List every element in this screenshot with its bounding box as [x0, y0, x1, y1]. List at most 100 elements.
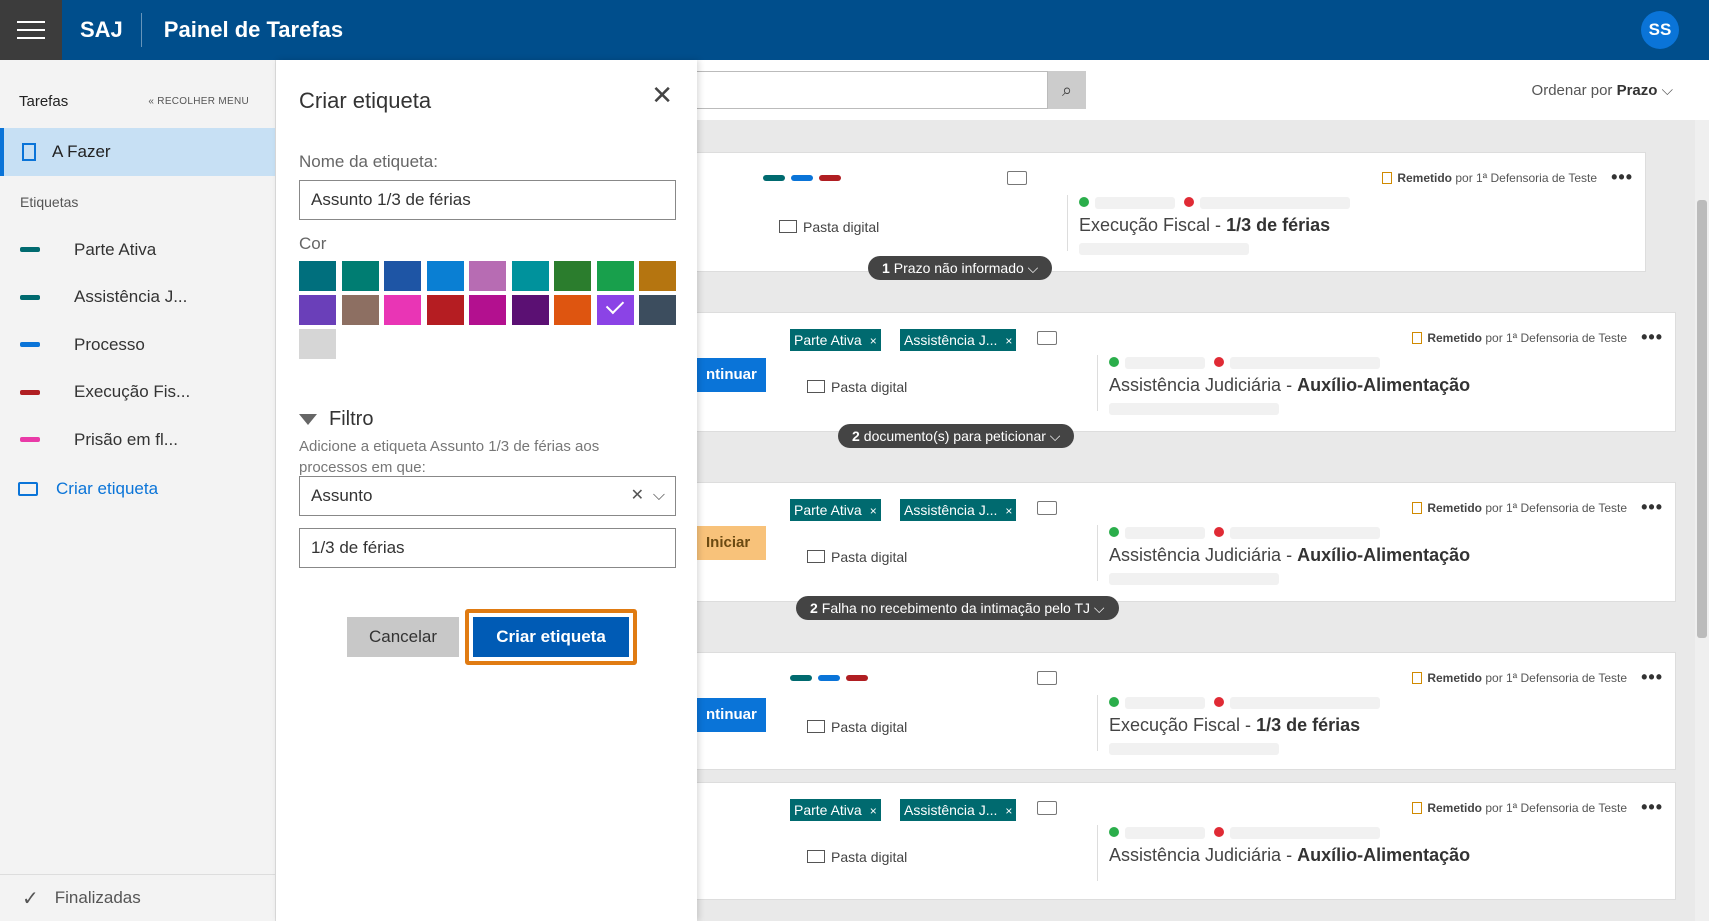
tag-color-bars: [790, 675, 868, 681]
create-tag-button-highlight: Criar etiqueta: [465, 609, 637, 665]
filter-field-select[interactable]: Assunto ✕ ⌵: [299, 476, 676, 516]
subject-text: Execução Fiscal - 1/3 de férias: [1079, 215, 1331, 235]
color-swatch[interactable]: [299, 261, 336, 291]
task-card[interactable]: Parte Ativa × Assistência J... × Remetido …: [696, 312, 1676, 432]
color-swatch[interactable]: [384, 261, 421, 291]
color-swatch[interactable]: [469, 295, 506, 325]
color-swatch[interactable]: [511, 261, 549, 291]
remetido-info: Remetido por 1ª Defensoria de Teste: [1412, 671, 1627, 685]
pasta-digital-link[interactable]: Pasta digital: [807, 849, 907, 865]
start-button[interactable]: Iniciar: [696, 526, 766, 560]
documents-pill[interactable]: 2 documento(s) para peticionar ⌵: [838, 424, 1075, 448]
color-swatch-selected[interactable]: [596, 295, 634, 325]
sidebar-tag-label: Parte Ativa: [74, 239, 157, 259]
color-swatch[interactable]: [639, 295, 676, 325]
cancel-button[interactable]: Cancelar: [347, 617, 459, 657]
folder-icon: [807, 550, 825, 563]
collapse-menu-button[interactable]: « RECOLHER MENU: [148, 95, 249, 107]
create-tag-button[interactable]: Criar etiqueta: [473, 617, 629, 657]
tag-chip[interactable]: Parte Ativa ×: [790, 499, 881, 521]
clear-and-chevron-icon[interactable]: ✕ ⌵: [630, 487, 665, 504]
tag-name-label: Nome da etiqueta:: [299, 152, 438, 171]
tag-chip[interactable]: Assistência J... ×: [900, 329, 1017, 351]
task-card[interactable]: Remetido por 1ª Defensoria de Teste ••• …: [696, 652, 1676, 770]
tag-color-bars: [763, 175, 841, 181]
minus-status-icon: [1214, 697, 1224, 707]
scrollbar[interactable]: [1695, 120, 1709, 921]
deadline-pill[interactable]: 1 Prazo não informado ⌵: [868, 256, 1053, 280]
more-options-icon[interactable]: •••: [1641, 497, 1663, 517]
color-swatch[interactable]: [299, 329, 336, 359]
chevron-down-icon: ⌵: [1661, 82, 1673, 99]
color-swatch[interactable]: [554, 261, 591, 291]
sidebar-section-label: Etiquetas: [20, 194, 79, 210]
color-swatch[interactable]: [341, 261, 379, 291]
more-options-icon[interactable]: •••: [1611, 167, 1633, 187]
document-icon: [1382, 172, 1393, 184]
remetido-info: Remetido por 1ª Defensoria de Teste: [1412, 801, 1627, 815]
create-tag-link[interactable]: Criar etiqueta: [0, 464, 275, 514]
color-swatch[interactable]: [341, 295, 379, 325]
tag-name-input[interactable]: Assunto 1/3 de férias: [299, 180, 676, 220]
sidebar-tag-label: Execução Fis...: [74, 382, 191, 402]
app-name[interactable]: SAJ: [80, 13, 142, 47]
plus-status-icon: [1109, 697, 1119, 707]
color-swatch[interactable]: [426, 261, 464, 291]
tag-chip[interactable]: Assistência J... ×: [900, 799, 1017, 821]
failure-pill[interactable]: 2 Falha no recebimento da intimação pelo …: [796, 596, 1119, 620]
pasta-digital-link[interactable]: Pasta digital: [807, 549, 907, 565]
color-swatch[interactable]: [639, 261, 676, 291]
more-options-icon[interactable]: •••: [1641, 797, 1663, 817]
color-swatch[interactable]: [384, 295, 421, 325]
continue-button[interactable]: ntinuar: [696, 698, 766, 732]
scroll-thumb[interactable]: [1697, 200, 1707, 638]
sidebar-item-a-fazer[interactable]: A Fazer: [0, 128, 275, 176]
close-icon[interactable]: ✕: [651, 80, 673, 110]
check-icon: [605, 295, 624, 315]
task-card[interactable]: Remetido por 1ª Defensoria de Teste ••• …: [696, 152, 1646, 272]
color-swatch[interactable]: [469, 261, 506, 291]
sidebar-tag-label: Processo: [74, 334, 145, 354]
more-options-icon[interactable]: •••: [1641, 327, 1663, 347]
more-options-icon[interactable]: •••: [1641, 667, 1663, 687]
sidebar-tag-item[interactable]: Processo: [0, 321, 275, 369]
bookmark-icon: [22, 143, 36, 161]
color-swatch[interactable]: [511, 295, 549, 325]
pasta-digital-link[interactable]: Pasta digital: [807, 719, 907, 735]
stamp-icon[interactable]: [1037, 801, 1057, 815]
sort-value: Prazo: [1616, 82, 1658, 99]
menu-icon[interactable]: [0, 0, 62, 60]
avatar[interactable]: SS: [1641, 11, 1679, 49]
sidebar-tag-item[interactable]: Execução Fis...: [0, 369, 275, 417]
minus-status-icon: [1214, 527, 1224, 537]
top-bar: SAJ Painel de Tarefas SS: [0, 0, 1709, 60]
stamp-icon[interactable]: [1037, 501, 1057, 515]
continue-button[interactable]: ntinuar: [696, 358, 766, 392]
tag-chip[interactable]: Parte Ativa ×: [790, 329, 881, 351]
sidebar-item-finalizadas[interactable]: ✓ Finalizadas: [0, 874, 275, 921]
tag-color-bar: [20, 247, 40, 253]
search-icon[interactable]: ⌕: [1048, 71, 1086, 109]
pasta-digital-link[interactable]: Pasta digital: [807, 379, 907, 395]
sidebar-tag-item[interactable]: Prisão em fl...: [0, 416, 275, 464]
task-card[interactable]: Parte Ativa × Assistência J... × Remetido …: [696, 782, 1676, 900]
filter-value-input[interactable]: 1/3 de férias: [299, 528, 676, 568]
color-swatch[interactable]: [299, 295, 336, 325]
sort-dropdown[interactable]: Ordenar por Prazo ⌵: [1532, 82, 1673, 99]
tag-chip[interactable]: Assistência J... ×: [900, 499, 1017, 521]
document-icon: [1412, 802, 1423, 814]
stamp-icon[interactable]: [1037, 671, 1057, 685]
sidebar-tag-item[interactable]: Parte Ativa: [0, 226, 275, 274]
color-swatch[interactable]: [596, 261, 634, 291]
color-swatch[interactable]: [554, 295, 591, 325]
tag-chip[interactable]: Parte Ativa ×: [790, 799, 881, 821]
sidebar-tag-label: Prisão em fl...: [74, 429, 178, 449]
search-input[interactable]: [696, 71, 1048, 109]
stamp-icon[interactable]: [1007, 171, 1027, 185]
stamp-icon[interactable]: [1037, 331, 1057, 345]
minus-status-icon: [1184, 197, 1194, 207]
pasta-digital-link[interactable]: Pasta digital: [779, 219, 879, 235]
sidebar-tag-item[interactable]: Assistência J...: [0, 274, 275, 322]
color-swatch[interactable]: [426, 295, 464, 325]
task-card[interactable]: Parte Ativa × Assistência J... × Remetido …: [696, 482, 1676, 602]
